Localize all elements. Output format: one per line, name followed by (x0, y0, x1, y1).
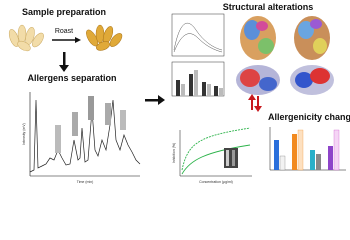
spectra-chart (171, 13, 225, 57)
section-title: Allergenicity changes (268, 112, 350, 122)
flow-arrow (145, 95, 165, 105)
chromatogram: Time (min) Intensity (mV) (22, 92, 141, 184)
inhibition-chart: Concentration (μg/ml) Inhibition (%) (172, 127, 252, 184)
allergenicity-bar-chart (269, 127, 346, 171)
structure-bar-chart (171, 61, 225, 97)
process-label: Roast (55, 28, 73, 35)
section-title: Structural alterations (223, 2, 314, 12)
roasted-peanuts (86, 24, 123, 51)
raw-peanuts (8, 24, 44, 52)
red-arrows (248, 94, 262, 112)
protein-structures (236, 16, 334, 95)
down-arrow (59, 52, 69, 72)
section-title: Allergens separation (27, 73, 116, 83)
roast-arrow (52, 37, 81, 43)
y-axis-label: Inhibition (%) (172, 143, 176, 163)
x-axis-label: Time (min) (77, 180, 94, 184)
x-axis-label: Concentration (μg/ml) (199, 180, 233, 184)
graphical-abstract: Sample preparation Roast Allergens separ… (8, 2, 350, 184)
page: Sample preparation Roast Allergens separ… (8, 2, 350, 184)
y-axis-label: Intensity (mV) (22, 123, 26, 145)
section-title: Sample preparation (22, 7, 106, 17)
